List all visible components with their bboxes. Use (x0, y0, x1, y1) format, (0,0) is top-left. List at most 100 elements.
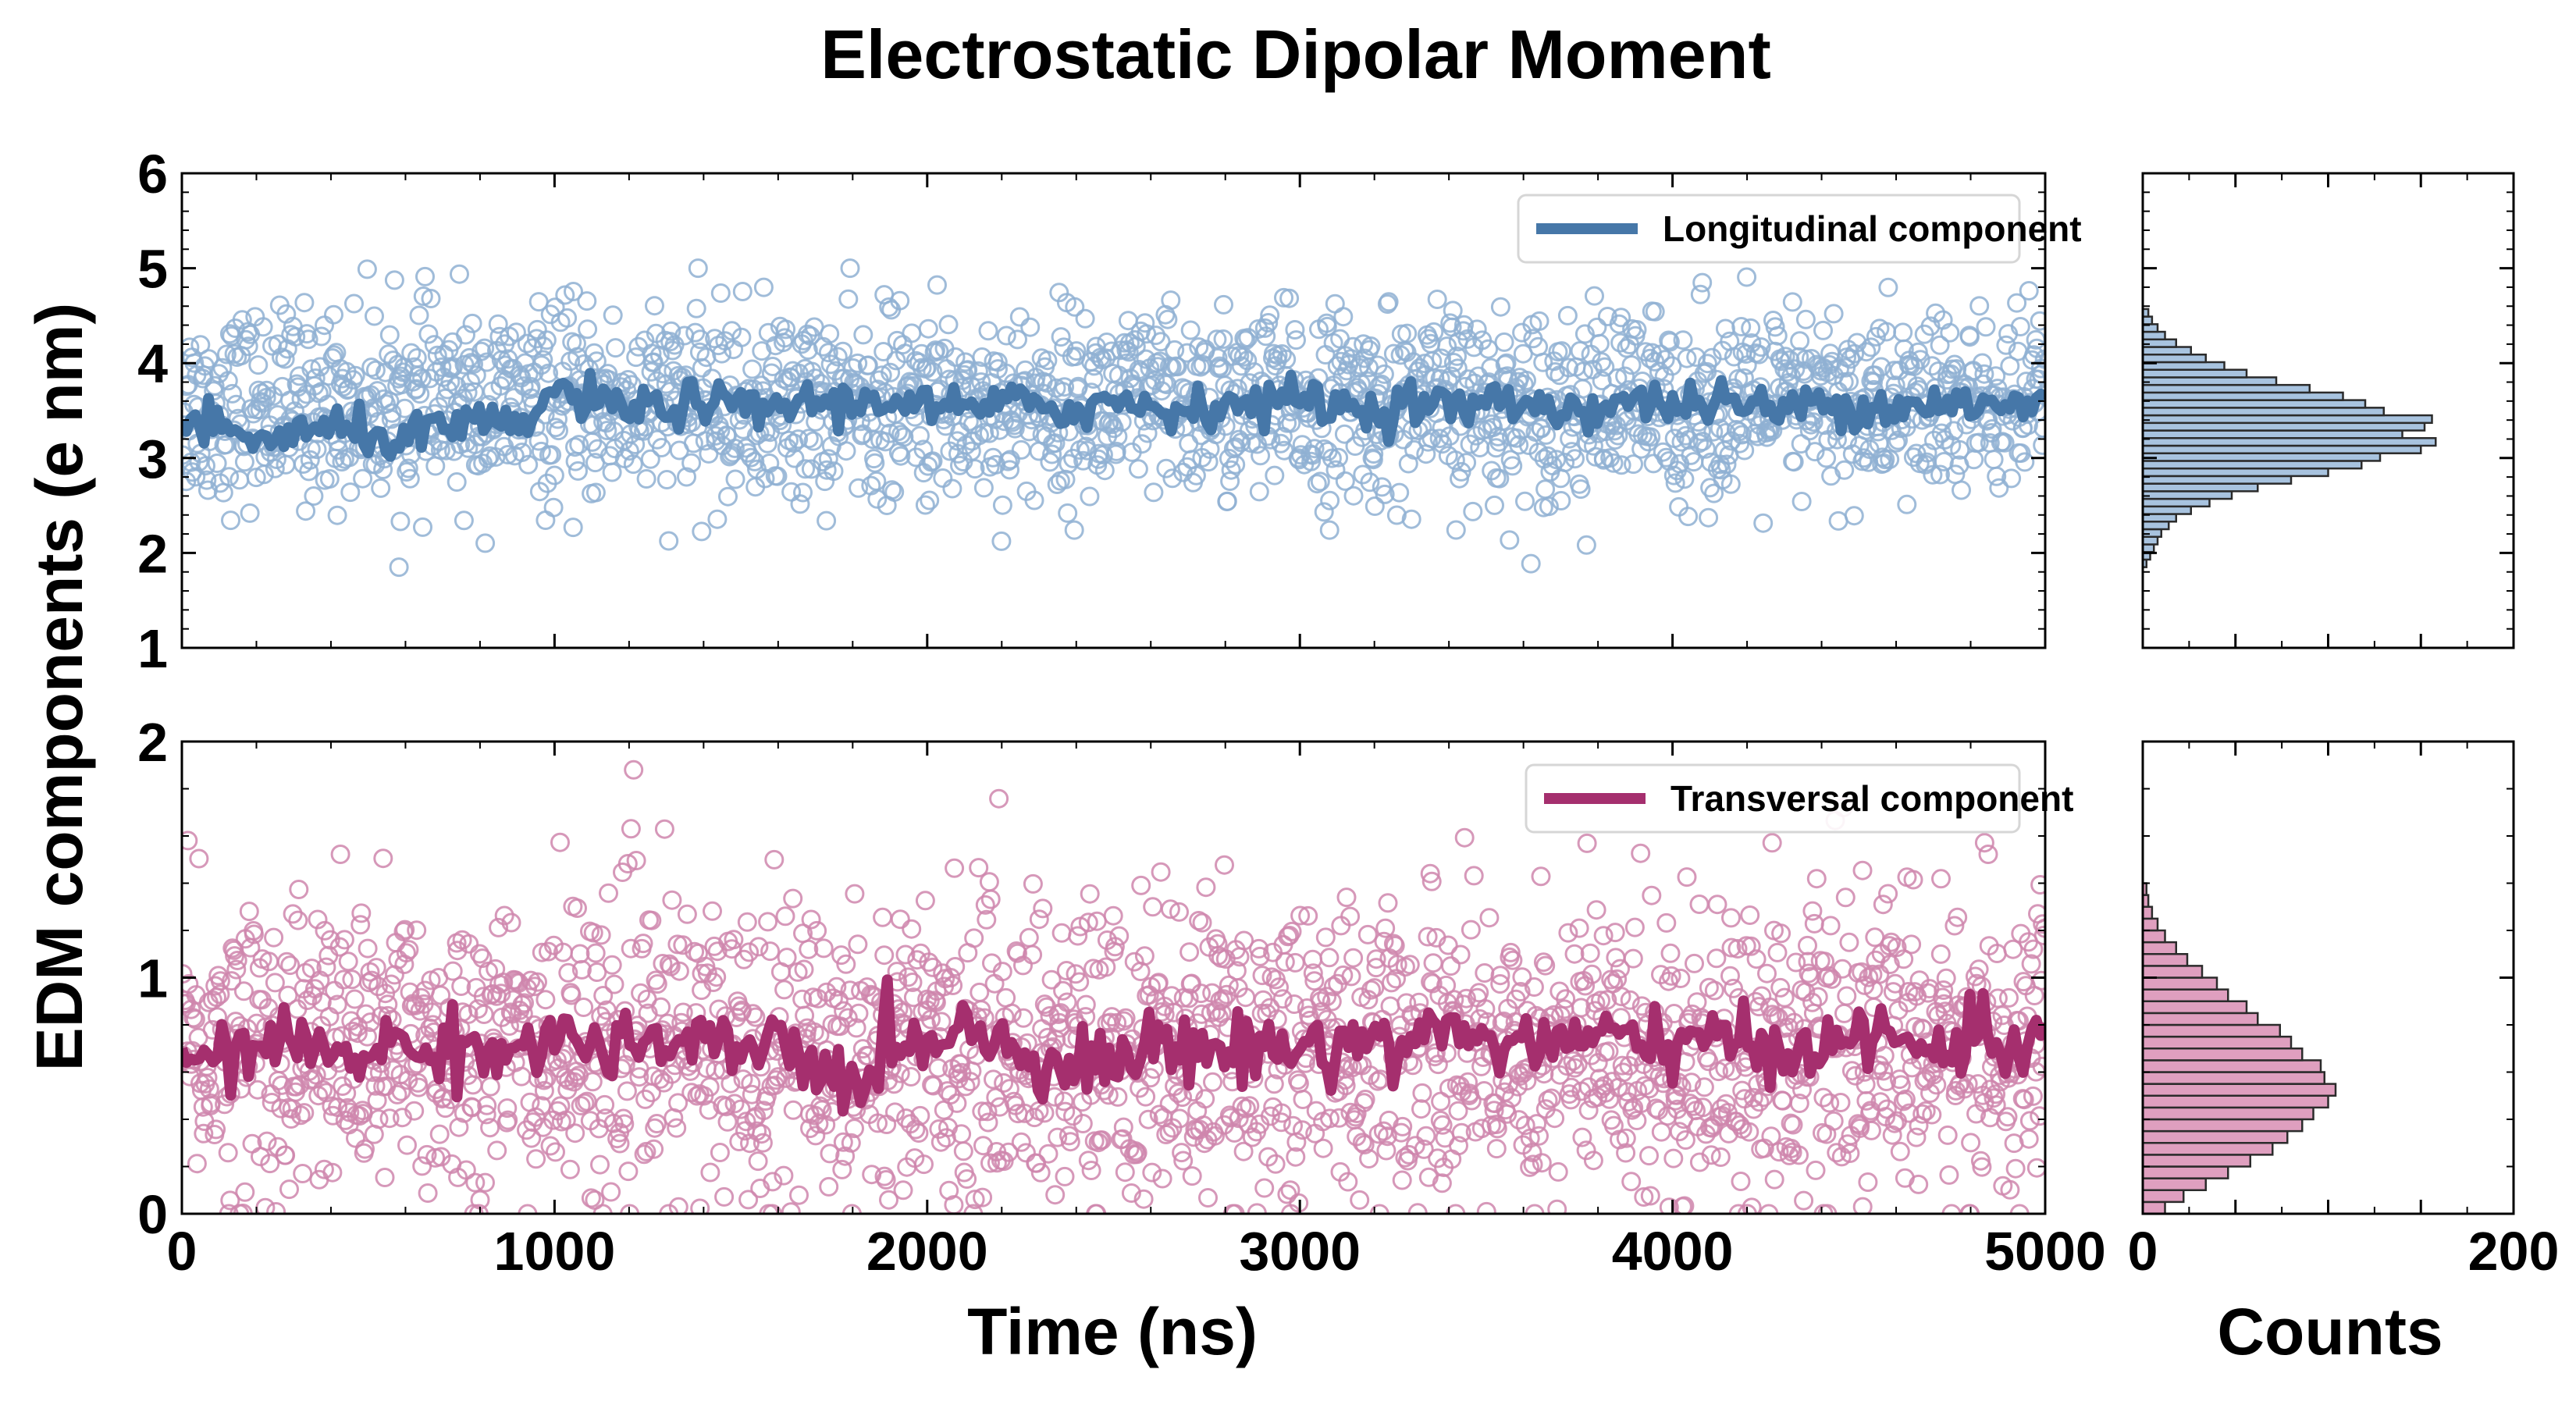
data-point (1418, 432, 1438, 452)
data-point (762, 1204, 782, 1214)
data-point (1013, 1008, 1034, 1028)
data-point (1761, 1126, 1781, 1147)
data-point (591, 925, 611, 945)
data-point (972, 1101, 992, 1122)
data-point (840, 258, 860, 279)
data-point (1448, 1101, 1468, 1121)
data-point (1529, 1126, 1549, 1146)
data-point (941, 968, 961, 987)
data-point (1445, 450, 1465, 471)
data-point (1432, 348, 1451, 368)
data-point (1045, 1185, 1066, 1205)
data-point (1233, 1141, 1254, 1161)
data-point (536, 330, 557, 350)
data-point (978, 321, 998, 341)
histogram-bar (2141, 354, 2207, 364)
data-point (213, 482, 233, 503)
data-point (1279, 926, 1300, 945)
data-point (1276, 349, 1297, 369)
data-point (1209, 356, 1229, 376)
data-point (1377, 1126, 1397, 1147)
data-point (1806, 1160, 1826, 1180)
data-point (774, 980, 795, 1000)
data-point (654, 819, 674, 839)
data-point (1393, 1116, 1413, 1136)
data-point (1663, 465, 1684, 486)
transversal-histogram: 0 200 (2128, 740, 2559, 1282)
data-point (497, 1098, 518, 1119)
data-point (1304, 439, 1325, 459)
data-point (400, 468, 420, 489)
data-point (1621, 1172, 1642, 1192)
data-point (1033, 898, 1053, 919)
histogram-bar (2141, 338, 2177, 348)
data-point (299, 461, 319, 482)
data-point (1969, 432, 1989, 453)
data-point (731, 327, 752, 347)
data-point (668, 1093, 688, 1113)
data-point (640, 449, 660, 469)
data-point (1645, 301, 1665, 322)
data-point (1142, 1162, 1162, 1183)
data-point (2030, 875, 2045, 895)
data-point (868, 1113, 888, 1133)
data-point (1008, 943, 1027, 963)
data-point (1539, 496, 1559, 517)
data-point (874, 945, 895, 966)
data-point (1066, 341, 1087, 361)
data-point (315, 315, 334, 336)
data-point (1364, 496, 1385, 516)
data-point (920, 490, 940, 510)
data-point (546, 418, 566, 438)
data-point (207, 454, 227, 473)
data-point (1225, 1204, 1245, 1214)
data-point (1088, 1133, 1108, 1153)
data-point (1617, 1082, 1637, 1102)
data-point (1045, 433, 1066, 454)
data-point (2033, 914, 2045, 934)
data-point (739, 942, 760, 962)
data-point (1673, 330, 1693, 350)
data-point (1937, 1125, 1958, 1145)
data-point (276, 1145, 296, 1165)
data-point (334, 930, 354, 950)
data-point (783, 888, 803, 909)
data-point (1179, 942, 1200, 962)
data-point (232, 310, 252, 330)
data-point (465, 1172, 486, 1193)
data-point (266, 1202, 286, 1214)
data-point (206, 1119, 226, 1140)
data-point (1461, 1090, 1482, 1111)
data-point (1841, 1061, 1862, 1081)
histogram-bar (2141, 1106, 2314, 1121)
data-point (767, 466, 788, 486)
histogram-bar (2141, 383, 2311, 394)
data-point (1311, 991, 1331, 1012)
histogram-bar (2141, 988, 2229, 1002)
data-point (1873, 895, 1893, 915)
data-point (357, 259, 377, 279)
data-point (1156, 458, 1176, 478)
data-point (1813, 320, 1833, 340)
data-point (766, 1070, 786, 1090)
data-point (1375, 484, 1395, 504)
data-point (1721, 908, 1741, 928)
data-point (836, 954, 856, 974)
data-point (265, 458, 285, 478)
data-point (1789, 1094, 1809, 1113)
data-point (668, 1197, 688, 1214)
data-point (1641, 427, 1661, 447)
data-point (642, 343, 662, 364)
data-point (557, 308, 578, 328)
data-point (1158, 309, 1178, 329)
data-point (1856, 1074, 1876, 1094)
data-point (1489, 468, 1510, 489)
data-point (415, 266, 435, 286)
data-point (1922, 356, 1942, 376)
data-point (1261, 429, 1281, 450)
data-point (1765, 317, 1785, 337)
data-point (291, 389, 311, 409)
data-point (712, 343, 732, 364)
y-tick-label: 1 (137, 948, 168, 1009)
data-point (1475, 963, 1495, 983)
